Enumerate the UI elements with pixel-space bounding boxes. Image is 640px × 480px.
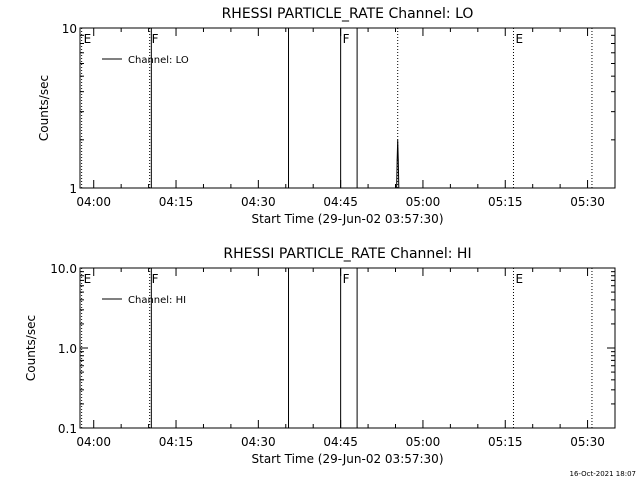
event-marker-label: F [152,272,159,286]
series-point [397,159,399,161]
x-tick-label: 05:15 [488,435,523,449]
y-tick-label: 10 [62,22,77,36]
event-marker-label: E [84,272,92,286]
x-tick-label: 05:00 [406,195,441,209]
plot-area [79,27,616,189]
chart-title: RHESSI PARTICLE_RATE Channel: HI [223,246,471,262]
plot-area [79,267,616,429]
x-tick-label: 05:30 [570,195,605,209]
y-axis-label: Counts/sec [37,75,51,141]
legend-label: Channel: HI [128,295,186,306]
event-marker-label: F [343,272,350,286]
x-tick-label: 05:00 [406,435,441,449]
x-tick-label: 04:30 [241,195,276,209]
chart-title: RHESSI PARTICLE_RATE Channel: LO [222,6,474,22]
event-marker-label: E [515,272,523,286]
x-axis-label: Start Time (29-Jun-02 03:57:30) [252,212,444,226]
x-tick-label: 04:30 [241,435,276,449]
legend-label: Channel: LO [128,55,189,66]
x-axis-label: Start Time (29-Jun-02 03:57:30) [252,452,444,466]
x-tick-label: 05:15 [488,195,523,209]
event-marker-label: F [152,32,159,46]
panel-lo: RHESSI PARTICLE_RATE Channel: LO 04:00 04:… [37,6,616,226]
series-point [396,159,398,161]
event-marker-label: E [515,32,523,46]
series-point [397,139,399,141]
y-tick-label: 0.1 [58,422,77,436]
x-tick-label: 04:45 [323,195,358,209]
panel-hi: RHESSI PARTICLE_RATE Channel: HI 04:00 04:… [24,246,616,466]
x-tick-label: 04:00 [76,195,111,209]
x-tick-label: 04:15 [159,435,194,449]
y-axis-label: Counts/sec [24,315,38,381]
x-tick-label: 04:15 [159,195,194,209]
y-tick-label: 1.0 [58,342,77,356]
event-marker-label: E [84,32,92,46]
x-tick-label: 04:00 [76,435,111,449]
y-tick-label: 1 [69,182,77,196]
y-tick-label: 10.0 [50,262,77,276]
footer-timestamp: 16-Oct-2021 18:07 [570,470,636,478]
series-point [398,187,400,189]
series-point [396,187,398,189]
x-tick-label: 05:30 [570,435,605,449]
x-tick-label: 04:45 [323,435,358,449]
event-marker-label: F [343,32,350,46]
